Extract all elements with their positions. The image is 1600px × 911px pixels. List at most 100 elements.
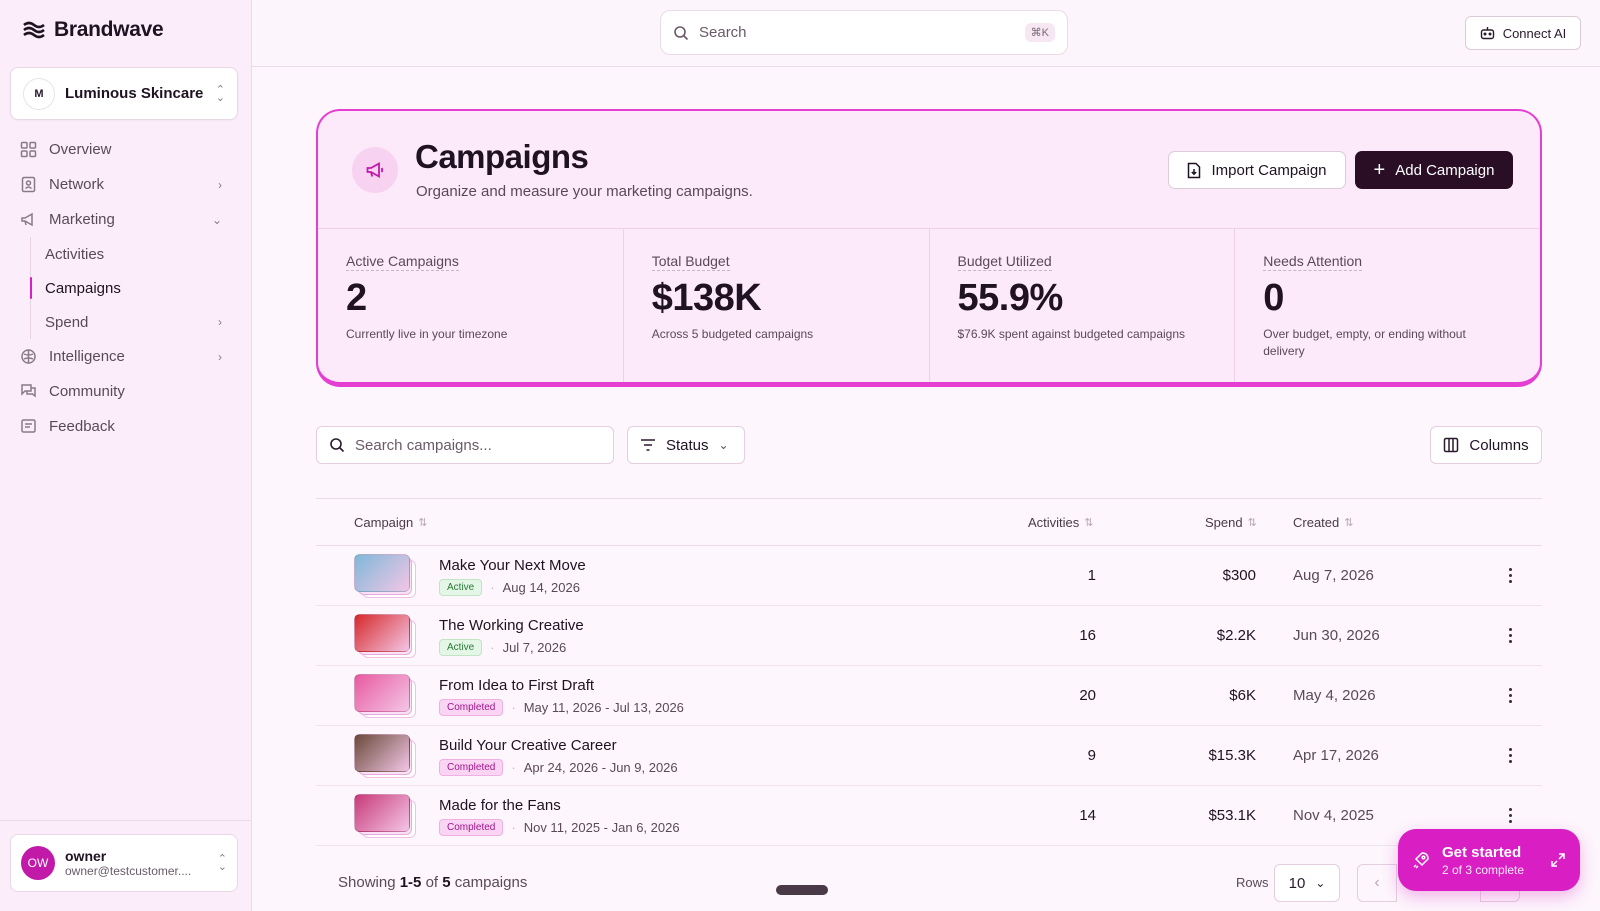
sidebar-item-label: Network <box>49 176 105 193</box>
import-campaign-label: Import Campaign <box>1211 161 1327 179</box>
campaign-title[interactable]: Build Your Creative Career <box>439 737 617 754</box>
column-header-activities[interactable]: Activities ⇅ <box>1028 515 1094 530</box>
status-filter-button[interactable]: Status ⌄ <box>627 426 745 464</box>
sidebar-item-intelligence[interactable]: Intelligence › <box>10 339 238 374</box>
campaign-title[interactable]: Make Your Next Move <box>439 557 586 574</box>
topbar: Search ⌘K Connect AI <box>252 0 1600 67</box>
search-placeholder: Search campaigns... <box>355 436 492 454</box>
stat-needs-attention: Needs Attention 0 Over budget, empty, or… <box>1235 229 1540 382</box>
sidebar-item-feedback[interactable]: Feedback <box>10 409 238 444</box>
campaign-meta: Completed · Nov 11, 2025 - Jan 6, 2026 <box>439 819 680 836</box>
sidebar-item-community[interactable]: Community <box>10 374 238 409</box>
stat-label[interactable]: Total Budget <box>651 253 730 271</box>
campaign-title[interactable]: The Working Creative <box>439 617 584 634</box>
table-row[interactable]: Build Your Creative Career Completed · A… <box>316 726 1542 786</box>
brand-logo[interactable]: Brandwave <box>22 18 164 42</box>
table-body: Make Your Next Move Active · Aug 14, 202… <box>316 546 1542 846</box>
showing-of: of <box>425 874 439 891</box>
user-menu[interactable]: OW owner owner@testcustomer.... ⌃ ⌄ <box>10 834 238 892</box>
megaphone-icon <box>20 211 37 228</box>
row-actions-icon[interactable] <box>1502 564 1518 586</box>
chat-bubbles-icon <box>20 383 37 400</box>
sidebar-subitem-campaigns[interactable]: Campaigns <box>30 271 238 305</box>
campaign-search-input[interactable]: Search campaigns... <box>316 426 614 464</box>
row-actions-icon[interactable] <box>1502 804 1518 826</box>
stat-total-budget: Total Budget $138K Across 5 budgeted cam… <box>624 229 930 382</box>
columns-icon <box>1444 437 1459 453</box>
plus-icon: + <box>1373 159 1386 181</box>
table-row[interactable]: From Idea to First Draft Completed · May… <box>316 666 1542 726</box>
connect-ai-label: Connect AI <box>1502 25 1567 41</box>
import-campaign-button[interactable]: Import Campaign <box>1168 151 1346 189</box>
get-started-progress: 2 of 3 complete <box>1442 862 1525 877</box>
columns-button[interactable]: Columns <box>1430 426 1542 464</box>
stat-label[interactable]: Budget Utilized <box>957 253 1052 271</box>
row-actions-icon[interactable] <box>1502 744 1518 766</box>
expand-icon[interactable] <box>1550 852 1566 868</box>
row-actions-icon[interactable] <box>1502 624 1518 646</box>
stat-label[interactable]: Active Campaigns <box>346 253 459 271</box>
page-subtitle: Organize and measure your marketing camp… <box>416 183 753 200</box>
brand-waves-icon <box>23 21 45 39</box>
subitem-label: Activities <box>45 245 105 263</box>
table-row[interactable]: Made for the Fans Completed · Nov 11, 20… <box>316 786 1542 846</box>
campaign-dates: Aug 14, 2026 <box>502 580 580 595</box>
campaign-thumbnail <box>354 794 416 838</box>
stat-desc: $76.9K spent against budgeted campaigns <box>957 327 1186 341</box>
divider <box>0 820 252 821</box>
campaign-dates: Nov 11, 2025 - Jan 6, 2026 <box>523 820 680 835</box>
table-row[interactable]: The Working Creative Active · Jul 7, 202… <box>316 606 1542 666</box>
column-header-created[interactable]: Created ⇅ <box>1293 515 1353 530</box>
chevron-right-icon: › <box>218 315 222 329</box>
feedback-icon <box>20 418 37 435</box>
sort-icon: ⇅ <box>418 517 428 529</box>
created-date: Aug 7, 2026 <box>1293 567 1374 584</box>
sidebar-subitem-activities[interactable]: Activities <box>34 237 238 271</box>
status-badge: Active <box>439 639 483 656</box>
row-actions-icon[interactable] <box>1502 684 1518 706</box>
activities-count: 16 <box>1079 627 1096 644</box>
global-search-input[interactable]: Search ⌘K <box>660 10 1068 55</box>
get-started-title: Get started <box>1442 843 1522 861</box>
sidebar-item-overview[interactable]: Overview <box>10 132 238 167</box>
chevron-right-icon: › <box>218 349 222 364</box>
activities-count: 9 <box>1087 747 1096 764</box>
get-started-text: Get started 2 of 3 complete <box>1442 844 1538 877</box>
chevron-right-icon: › <box>218 177 222 192</box>
stats-row: Active Campaigns 2 Currently live in you… <box>318 229 1540 382</box>
separator-dot: · <box>511 820 516 835</box>
campaign-dates: Apr 24, 2026 - Jun 9, 2026 <box>523 760 678 775</box>
created-date: Nov 4, 2025 <box>1293 807 1374 824</box>
previous-page-button[interactable]: ‹ <box>1357 864 1397 902</box>
add-campaign-button[interactable]: + Add Campaign <box>1355 151 1513 189</box>
connect-ai-button[interactable]: Connect AI <box>1465 16 1581 50</box>
stat-desc: Currently live in your timezone <box>346 327 508 341</box>
bot-icon <box>1480 27 1494 40</box>
sidebar-item-marketing[interactable]: Marketing ⌄ <box>10 202 238 237</box>
column-header-campaign[interactable]: Campaign ⇅ <box>354 515 427 530</box>
sidebar-item-network[interactable]: Network › <box>10 167 238 202</box>
table-row[interactable]: Make Your Next Move Active · Aug 14, 202… <box>316 546 1542 606</box>
sidebar-subitem-spend[interactable]: Spend › <box>34 305 238 339</box>
column-header-spend[interactable]: Spend ⇅ <box>1205 515 1257 530</box>
stat-value: 2 <box>346 277 367 319</box>
campaign-title[interactable]: Made for the Fans <box>439 797 561 814</box>
chevron-updown-icon: ⌃ ⌄ <box>215 83 225 104</box>
sidebar-item-label: Feedback <box>49 418 115 435</box>
brand-name: Brandwave <box>54 18 164 41</box>
stat-label[interactable]: Needs Attention <box>1263 253 1363 271</box>
campaigns-summary-card: Campaigns Organize and measure your mark… <box>316 109 1542 387</box>
get-started-widget[interactable]: Get started 2 of 3 complete <box>1398 829 1580 891</box>
sort-icon: ⇅ <box>1344 517 1354 529</box>
campaign-title[interactable]: From Idea to First Draft <box>439 677 595 694</box>
campaign-thumbnail <box>354 614 416 658</box>
search-placeholder: Search <box>699 24 747 41</box>
showing-total: 5 <box>442 874 451 891</box>
file-import-icon <box>1188 162 1201 178</box>
org-switcher[interactable]: M Luminous Skincare ⌃ ⌄ <box>10 67 238 120</box>
showing-suffix: campaigns <box>454 874 528 891</box>
drag-handle[interactable] <box>776 885 828 895</box>
status-filter-label: Status <box>666 436 709 454</box>
created-date: Apr 17, 2026 <box>1293 747 1379 764</box>
rows-per-page-select[interactable]: 10 ⌄ <box>1274 864 1340 902</box>
